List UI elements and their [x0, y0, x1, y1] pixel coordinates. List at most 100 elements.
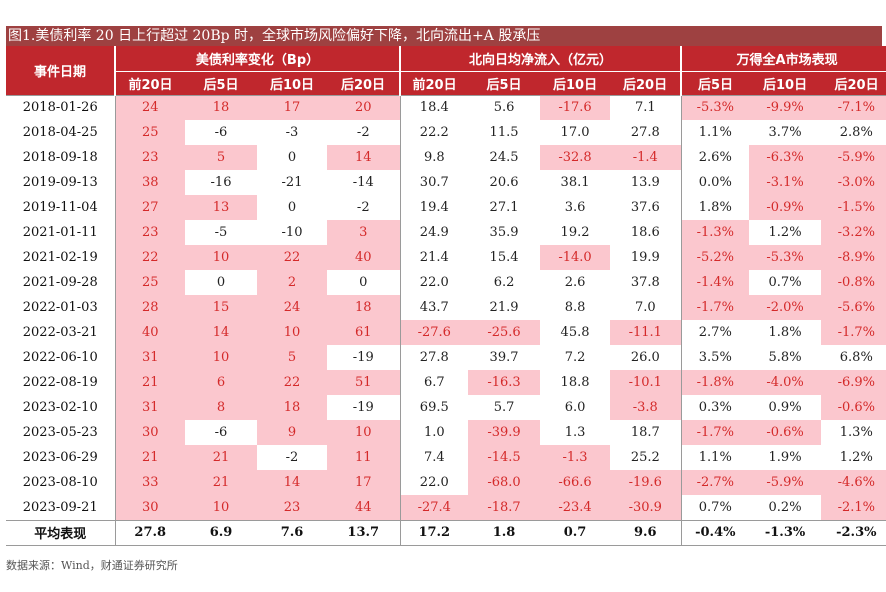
- average-cell: 0.7: [540, 519, 611, 546]
- value-cell: 27.8: [419, 350, 449, 365]
- header-event-date: 事件日期: [6, 46, 116, 95]
- value-cell: -14.5: [468, 445, 541, 470]
- value-cell: 27: [115, 195, 185, 220]
- event-date-cell: 2018-04-25: [6, 120, 116, 145]
- value-cell: 21.9: [489, 300, 519, 315]
- value-cell: -9.9%: [749, 94, 822, 120]
- value-cell: -5.2%: [681, 245, 750, 270]
- value-cell: 21.4: [419, 250, 449, 265]
- value-cell: 69.5: [419, 400, 449, 415]
- value-cell: -19: [327, 345, 401, 370]
- table-row: 2018-04-25 25 -6 -3 -2 22.2 11.5 17.0 27.8 1.1% 3.…: [6, 120, 886, 145]
- value-cell: -2.1%: [821, 495, 886, 520]
- source-note: 数据来源：Wind，财通证券研究所: [6, 559, 178, 572]
- value-cell: 5.8%: [768, 350, 802, 365]
- value-cell: -2.0%: [749, 295, 822, 320]
- value-cell: -68.0: [468, 470, 541, 495]
- value-cell: -5.3%: [749, 245, 822, 270]
- table-row: 2019-11-04 27 13 0 -2 19.4 27.1 3.6 37.6 1.8% -0.9…: [6, 195, 886, 220]
- value-cell: -0.6%: [749, 420, 822, 445]
- event-date-cell: 2018-01-26: [6, 94, 116, 120]
- table-row: 2021-09-28 25 0 2 0 22.0 6.2 2.6 37.8 -1.4% 0.7% -0…: [6, 270, 886, 295]
- value-cell: 40: [115, 320, 185, 345]
- value-cell: -0.8%: [821, 270, 886, 295]
- header-col: 后5日: [185, 71, 257, 95]
- value-cell: 2.7%: [698, 325, 732, 340]
- value-cell: -21: [281, 175, 303, 190]
- value-cell: 1.3: [564, 425, 586, 440]
- value-cell: 21: [115, 445, 185, 470]
- header-col: 后20日: [821, 71, 886, 95]
- value-cell: -27.6: [400, 320, 469, 345]
- value-cell: 35.9: [489, 225, 519, 240]
- value-cell: -6.3%: [749, 145, 822, 170]
- value-cell: 0.3%: [698, 400, 732, 415]
- table-row: 2022-06-10 31 10 5 -19 27.8 39.7 7.2 26.0 3.5% 5.8…: [6, 345, 886, 370]
- value-cell: 5: [257, 345, 327, 370]
- header-col: 后5日: [468, 71, 541, 95]
- value-cell: 22.0: [419, 275, 449, 290]
- header-group-treasury-yield: 美债利率变化（Bp）: [115, 46, 402, 72]
- average-cell: 6.9: [185, 519, 257, 546]
- value-cell: -5: [214, 225, 228, 240]
- event-date-cell: 2021-02-19: [6, 245, 116, 270]
- value-cell: 1.1%: [698, 450, 732, 465]
- value-cell: -16.3: [468, 370, 541, 395]
- value-cell: -1.7%: [681, 295, 750, 320]
- value-cell: 22: [257, 370, 327, 395]
- value-cell: 14: [257, 470, 327, 495]
- event-date-cell: 2022-08-19: [6, 370, 116, 395]
- value-cell: 0: [327, 270, 401, 295]
- value-cell: 2.6%: [698, 150, 732, 165]
- value-cell: 21: [185, 470, 257, 495]
- average-cell: 13.7: [327, 519, 401, 546]
- value-cell: 11: [327, 445, 401, 470]
- value-cell: 37.6: [610, 195, 682, 220]
- header-col: 后5日: [681, 71, 750, 95]
- value-cell: 26.0: [610, 345, 682, 370]
- value-cell: -10.1: [610, 370, 682, 395]
- value-cell: -1.7%: [821, 320, 886, 345]
- header-col: 后10日: [540, 71, 611, 95]
- value-cell: 11.5: [489, 125, 519, 140]
- value-cell: 0.9%: [768, 400, 802, 415]
- average-cell: 17.2: [400, 519, 469, 546]
- value-cell: 1.1%: [698, 125, 732, 140]
- value-cell: 31: [115, 395, 185, 420]
- value-cell: 25: [115, 120, 185, 145]
- event-date-cell: 2021-01-11: [6, 220, 116, 245]
- average-label: 平均表现: [6, 519, 116, 546]
- value-cell: 15.4: [489, 250, 519, 265]
- event-date-cell: 2019-11-04: [6, 195, 116, 220]
- value-cell: 38.1: [560, 175, 590, 190]
- value-cell: 19.4: [419, 200, 449, 215]
- value-cell: 9: [257, 420, 327, 445]
- value-cell: 8: [185, 395, 257, 420]
- value-cell: 1.2%: [768, 225, 802, 240]
- value-cell: -1.8%: [681, 370, 750, 395]
- value-cell: -18.7: [468, 495, 541, 520]
- value-cell: 18.6: [610, 220, 682, 245]
- value-cell: 1.8%: [768, 325, 802, 340]
- value-cell: 18: [257, 395, 327, 420]
- table-row: 2023-08-10 33 21 14 17 22.0 -68.0 -66.6 -19.6 -2.…: [6, 470, 886, 495]
- table-row: 2022-08-19 21 6 22 51 6.7 -16.3 18.8 -10.1 -1.8% -…: [6, 370, 886, 395]
- value-cell: -2: [285, 450, 299, 465]
- value-cell: 38: [115, 170, 185, 195]
- header-col: 后10日: [749, 71, 822, 95]
- value-cell: -30.9: [610, 495, 682, 520]
- value-cell: 30: [115, 420, 185, 445]
- value-cell: 6.8%: [821, 345, 886, 370]
- value-cell: -3.0%: [821, 170, 886, 195]
- value-cell: -2: [327, 120, 401, 145]
- value-cell: 31: [115, 345, 185, 370]
- value-cell: -5.9%: [821, 145, 886, 170]
- value-cell: -39.9: [468, 420, 541, 445]
- value-cell: -23.4: [540, 495, 611, 520]
- event-date-cell: 2018-09-18: [6, 145, 116, 170]
- header-col: 后20日: [610, 71, 683, 95]
- event-date-cell: 2023-05-23: [6, 420, 116, 445]
- value-cell: 7.0: [610, 295, 682, 320]
- value-cell: -2: [327, 195, 401, 220]
- table-row: 2019-09-13 38 -16 -21 -14 30.7 20.6 38.1 13.9 0.0…: [6, 170, 886, 195]
